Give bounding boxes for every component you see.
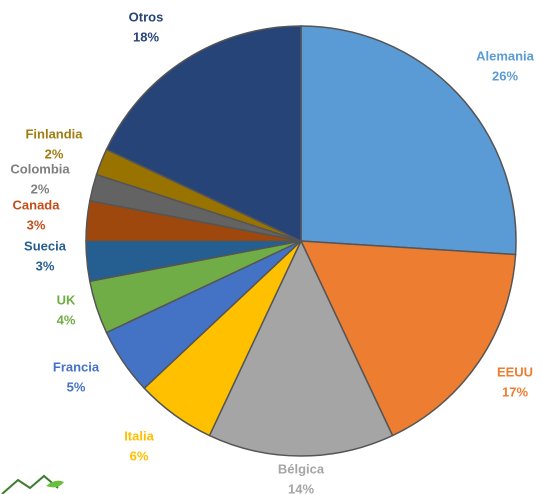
pie-slice [208, 239, 394, 457]
slice-value-label: 2% [31, 181, 50, 196]
slice-label: Suecia [24, 238, 67, 253]
slice-value-label: 2% [45, 146, 64, 161]
slice-value-label: 18% [133, 29, 159, 44]
slice-value-label: 6% [130, 448, 149, 463]
slice-label: Finlandia [25, 126, 83, 141]
pie-slice [299, 240, 517, 437]
slice-label: Canada [13, 197, 61, 212]
logo [1, 474, 64, 494]
pie-slice [300, 25, 517, 256]
slice-label: Italia [124, 428, 154, 443]
slice-label: Bélgica [278, 461, 325, 476]
slice-label: EEUU [497, 364, 533, 379]
slice-label: Francia [53, 359, 100, 374]
slice-label: Alemania [476, 48, 535, 63]
slice-value-label: 3% [27, 217, 46, 232]
slice-value-label: 3% [36, 258, 55, 273]
slice-label: Otros [129, 9, 164, 24]
slice-value-label: 17% [502, 384, 528, 399]
slice-label: UK [57, 292, 76, 307]
slice-label: Colombia [10, 161, 70, 176]
slice-value-label: 14% [288, 481, 314, 494]
slice-value-label: 26% [492, 68, 518, 83]
slice-value-label: 5% [67, 379, 86, 394]
slice-value-label: 4% [57, 312, 76, 327]
pie-slice [105, 25, 302, 243]
